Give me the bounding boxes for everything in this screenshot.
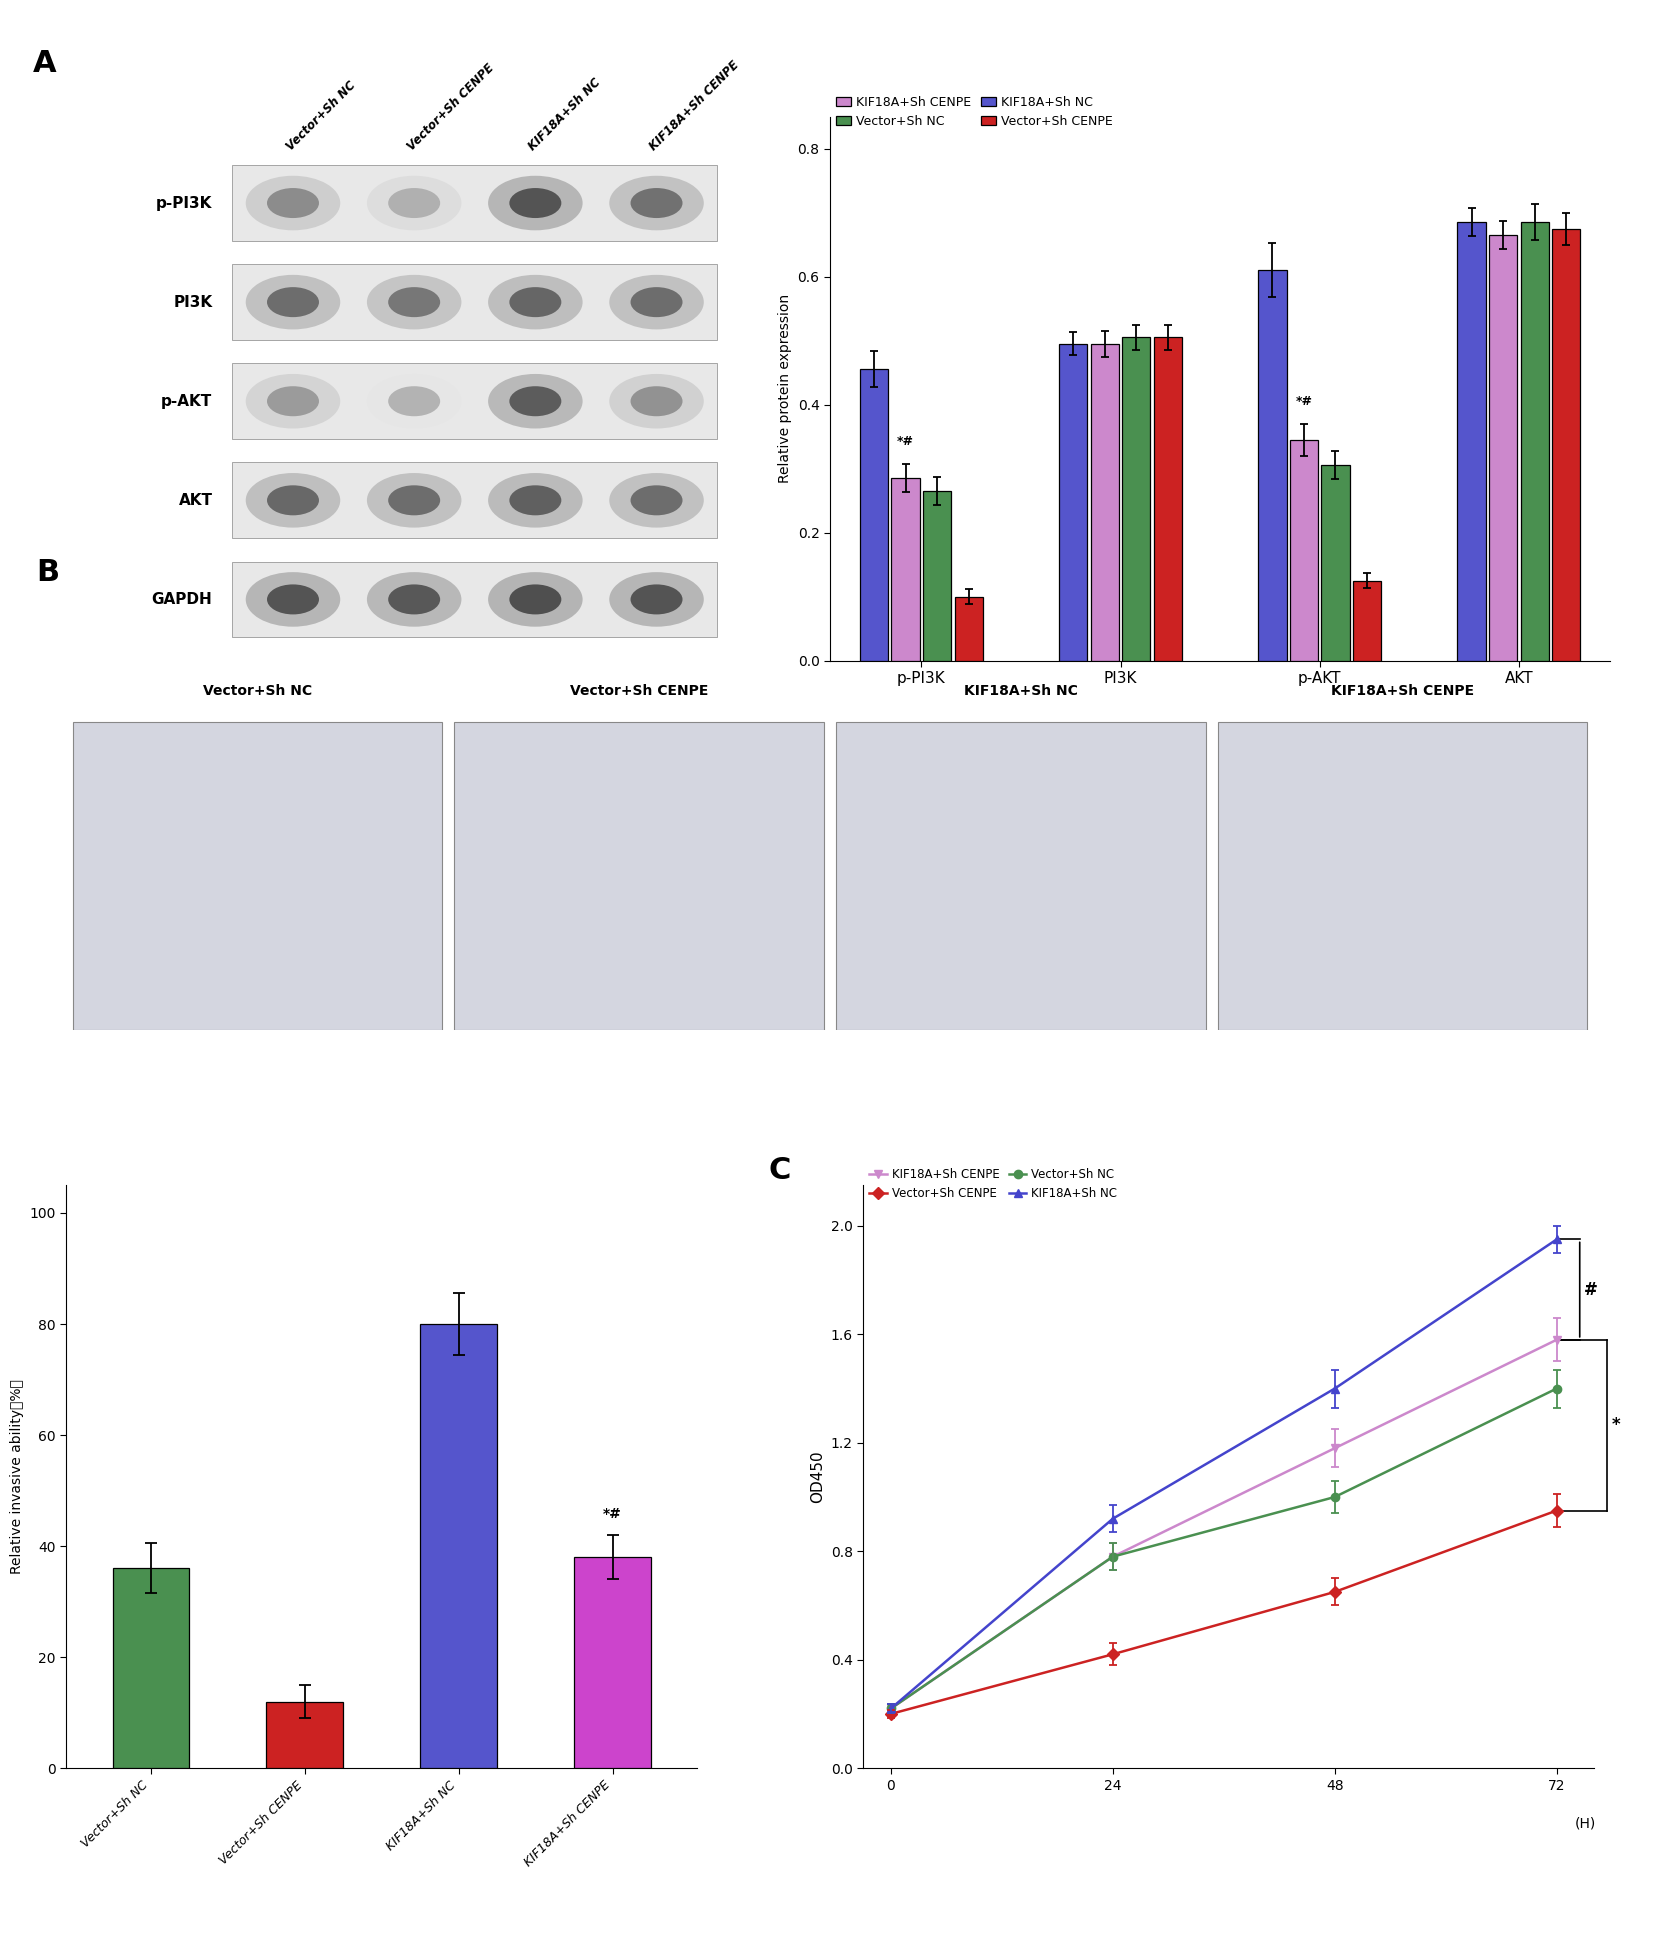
Text: p-AKT: p-AKT [161,394,212,408]
Bar [923,492,951,661]
Ellipse shape [367,274,461,330]
Bar [232,562,717,637]
Text: KIF18A+Sh NC: KIF18A+Sh NC [526,76,603,153]
Ellipse shape [267,288,319,317]
Bar [1154,338,1182,661]
Ellipse shape [388,188,440,218]
Text: *#: *# [896,435,915,449]
Ellipse shape [609,373,704,429]
Ellipse shape [510,486,561,515]
Y-axis label: Relative invasive ability（%）: Relative invasive ability（%） [10,1380,23,1574]
Ellipse shape [367,373,461,429]
Ellipse shape [367,175,461,231]
Bar [1091,344,1119,661]
Bar [420,1323,498,1768]
Bar [574,1556,651,1768]
Ellipse shape [488,175,583,231]
Ellipse shape [367,472,461,528]
Ellipse shape [246,373,340,429]
Bar [1353,581,1381,661]
Ellipse shape [510,288,561,317]
Bar [232,363,717,439]
Ellipse shape [246,472,340,528]
Bar [1521,222,1549,661]
Text: *#: *# [1295,394,1313,408]
Bar [455,723,823,1030]
Bar [1290,439,1318,661]
Text: KIF18A+Sh CENPE: KIF18A+Sh CENPE [1331,684,1474,698]
Text: Vector+Sh CENPE: Vector+Sh CENPE [405,62,496,153]
Text: PI3K: PI3K [173,295,212,309]
Text: Vector+Sh CENPE: Vector+Sh CENPE [569,684,709,698]
Ellipse shape [267,188,319,218]
Ellipse shape [388,585,440,614]
Bar [1457,222,1486,661]
Bar [1552,229,1580,661]
Ellipse shape [367,571,461,628]
Text: A: A [33,49,56,78]
Ellipse shape [388,387,440,416]
Ellipse shape [488,472,583,528]
Bar [1258,270,1286,661]
Ellipse shape [609,175,704,231]
Text: p-PI3K: p-PI3K [156,196,212,210]
Ellipse shape [488,571,583,628]
Ellipse shape [631,188,682,218]
Bar [232,165,717,241]
Text: *: * [1612,1416,1620,1434]
Ellipse shape [488,373,583,429]
Ellipse shape [510,585,561,614]
Bar [1218,723,1587,1030]
Y-axis label: OD450: OD450 [810,1449,825,1504]
Legend: KIF18A+Sh CENPE, Vector+Sh NC, KIF18A+Sh NC, Vector+Sh CENPE: KIF18A+Sh CENPE, Vector+Sh NC, KIF18A+Sh… [837,95,1114,128]
Ellipse shape [631,585,682,614]
Ellipse shape [388,288,440,317]
Ellipse shape [609,571,704,628]
Bar [73,723,442,1030]
Text: GAPDH: GAPDH [151,593,212,606]
Bar [232,462,717,538]
Ellipse shape [609,274,704,330]
Text: Vector+Sh NC: Vector+Sh NC [284,80,359,153]
Bar [1122,338,1150,661]
Text: #: # [1584,1280,1599,1298]
Ellipse shape [631,486,682,515]
Ellipse shape [246,175,340,231]
Ellipse shape [631,288,682,317]
Ellipse shape [267,387,319,416]
Ellipse shape [388,486,440,515]
Legend: KIF18A+Sh CENPE, Vector+Sh CENPE, Vector+Sh NC, KIF18A+Sh NC: KIF18A+Sh CENPE, Vector+Sh CENPE, Vector… [870,1168,1117,1199]
Bar [1489,235,1517,661]
Text: *#: *# [603,1508,622,1521]
Text: (H): (H) [1575,1817,1597,1830]
Ellipse shape [510,188,561,218]
Bar [1321,466,1350,661]
Ellipse shape [510,387,561,416]
Ellipse shape [609,472,704,528]
Bar [266,1702,344,1768]
Text: Vector+Sh NC: Vector+Sh NC [203,684,312,698]
Ellipse shape [267,585,319,614]
Ellipse shape [267,486,319,515]
Text: AKT: AKT [179,494,212,507]
Bar [113,1568,189,1768]
Text: C: C [769,1156,790,1185]
Text: KIF18A+Sh CENPE: KIF18A+Sh CENPE [647,58,742,153]
Bar [232,264,717,340]
Ellipse shape [246,571,340,628]
Bar [860,369,888,661]
Bar [891,478,920,661]
Ellipse shape [631,387,682,416]
Bar [1059,344,1087,661]
Bar [954,597,983,661]
Text: B: B [37,558,60,587]
Ellipse shape [246,274,340,330]
Y-axis label: Relative protein expression: Relative protein expression [779,293,792,484]
Ellipse shape [488,274,583,330]
Bar [837,723,1205,1030]
Text: KIF18A+Sh NC: KIF18A+Sh NC [964,684,1077,698]
